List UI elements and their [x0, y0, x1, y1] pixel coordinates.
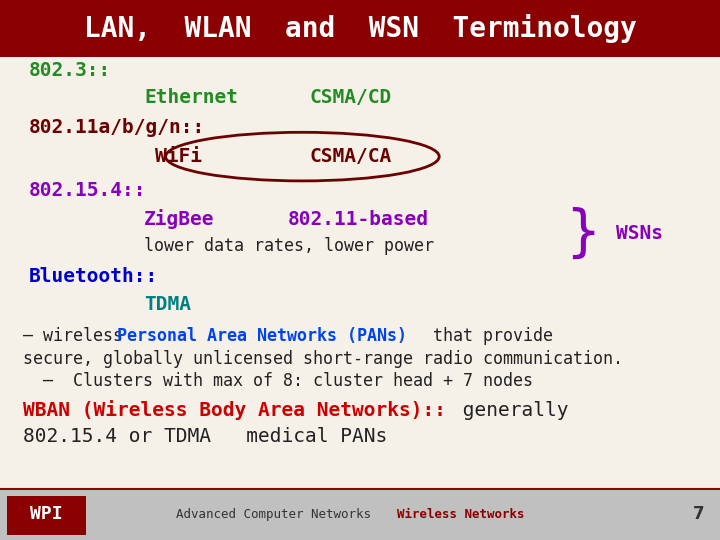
Text: 802.3::: 802.3:: — [29, 60, 111, 80]
Text: that provide: that provide — [423, 327, 554, 345]
Text: LAN,  WLAN  and  WSN  Terminology: LAN, WLAN and WSN Terminology — [84, 14, 636, 43]
Text: Wireless Networks: Wireless Networks — [397, 508, 525, 521]
Text: WiFi: WiFi — [155, 147, 202, 166]
FancyBboxPatch shape — [7, 496, 86, 535]
Text: WPI: WPI — [30, 505, 63, 523]
Text: Ethernet: Ethernet — [144, 87, 238, 107]
Text: Advanced Computer Networks: Advanced Computer Networks — [176, 508, 371, 521]
Text: lower data rates, lower power: lower data rates, lower power — [144, 237, 434, 255]
Text: – wireless: – wireless — [23, 327, 133, 345]
Text: ZigBee: ZigBee — [144, 209, 215, 230]
FancyBboxPatch shape — [0, 0, 720, 57]
Text: WSNs: WSNs — [616, 224, 662, 244]
Text: secure, globally unlicensed short-range radio communication.: secure, globally unlicensed short-range … — [23, 350, 623, 368]
Text: CSMA/CD: CSMA/CD — [310, 87, 392, 107]
Text: –  Clusters with max of 8: cluster head + 7 nodes: – Clusters with max of 8: cluster head +… — [23, 372, 533, 390]
Text: 802.11a/b/g/n::: 802.11a/b/g/n:: — [29, 118, 205, 138]
Text: 802.11-based: 802.11-based — [288, 210, 429, 229]
Text: Personal Area Networks (PANs): Personal Area Networks (PANs) — [117, 327, 408, 345]
Text: Bluetooth::: Bluetooth:: — [29, 267, 158, 286]
Text: 7: 7 — [693, 505, 704, 523]
Text: CSMA/CA: CSMA/CA — [310, 147, 392, 166]
Text: 802.15.4::: 802.15.4:: — [29, 180, 146, 200]
FancyBboxPatch shape — [0, 489, 720, 540]
Text: 802.15.4 or TDMA   medical PANs: 802.15.4 or TDMA medical PANs — [23, 427, 387, 446]
Text: TDMA: TDMA — [144, 294, 191, 314]
Text: generally: generally — [451, 401, 569, 420]
Text: }: } — [565, 207, 600, 261]
Text: WBAN (Wireless Body Area Networks)::: WBAN (Wireless Body Area Networks):: — [23, 400, 446, 421]
